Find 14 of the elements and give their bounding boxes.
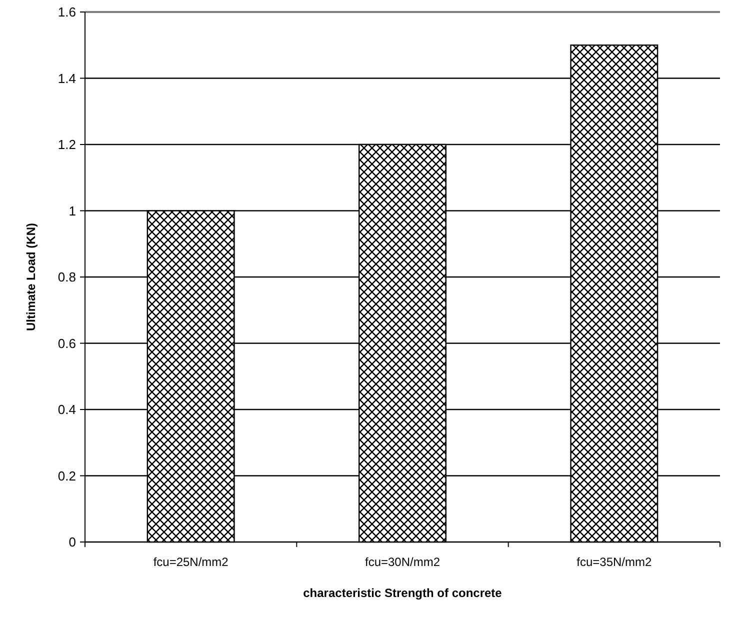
y-tick-label: 1.4 (58, 70, 76, 86)
x-tick-label: fcu=35N/mm2 (576, 555, 652, 569)
x-tick-label: fcu=30N/mm2 (364, 555, 440, 569)
y-tick-label: 1.2 (58, 137, 76, 152)
y-tick-label: 0.8 (58, 270, 76, 285)
y-axis-title: Ultimate Load (KN) (24, 222, 38, 331)
y-tick-label: 0 (68, 534, 76, 550)
x-axis-title: characteristic Strength of concrete (303, 586, 502, 600)
y-tick-label: 0.6 (58, 336, 76, 351)
y-tick-label: 0.2 (58, 468, 76, 484)
y-tick-label: 1 (68, 203, 76, 218)
y-tick-label: 0.4 (58, 402, 76, 418)
x-tick-label: fcu=25N/mm2 (153, 555, 229, 569)
y-tick-label: 1.6 (58, 4, 76, 20)
